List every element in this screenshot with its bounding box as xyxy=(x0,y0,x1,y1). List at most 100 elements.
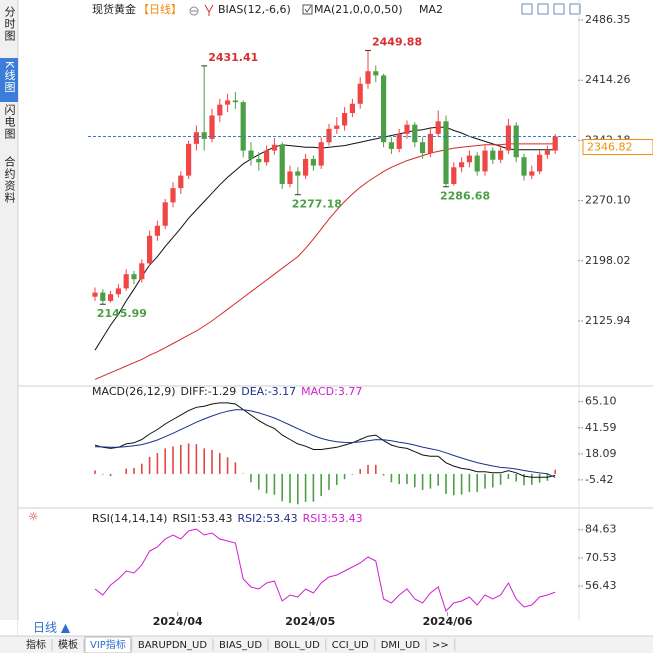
candle-body xyxy=(240,102,246,151)
bottom-tab[interactable]: 模板 xyxy=(58,638,78,651)
candle-body xyxy=(232,100,238,103)
last-price-box xyxy=(582,139,653,156)
bottom-tab[interactable]: BOLL_UD xyxy=(274,640,320,651)
bottom-tab[interactable]: BARUPDN_UD xyxy=(138,640,207,651)
candle-body xyxy=(326,128,332,143)
candle-body xyxy=(334,125,340,129)
candle-body xyxy=(537,154,543,172)
candle-body xyxy=(552,136,558,151)
symbol: 现货黄金 xyxy=(92,2,136,16)
icon[interactable] xyxy=(204,4,214,16)
indicator: BIAS(12,-6,6) xyxy=(218,3,291,16)
high-label: 2431.41 xyxy=(208,51,258,64)
indicator-header: RSI3:53.43 xyxy=(303,512,363,525)
indicator-line xyxy=(94,409,556,478)
candle-body xyxy=(412,124,418,143)
sidebar-tab[interactable]: 合约资料 xyxy=(3,155,16,204)
sidebar-tab[interactable]: 闪电图 xyxy=(3,103,16,140)
indicator-line xyxy=(94,143,556,380)
bottom-tab[interactable]: CCI_UD xyxy=(332,640,369,651)
indicator-header: DIFF:-1.29 xyxy=(181,385,237,398)
candle-body xyxy=(373,71,379,76)
candle-body xyxy=(295,171,301,176)
bottom-tab[interactable]: 指标 xyxy=(26,638,46,651)
candle-body xyxy=(131,274,137,280)
y-tick-label: -5.42 xyxy=(585,473,613,486)
bottom-tab[interactable]: VIP指标 xyxy=(90,638,126,651)
indicator-line xyxy=(94,402,556,478)
candle-body xyxy=(466,155,472,163)
period-bar xyxy=(18,620,653,636)
candle-body xyxy=(217,104,223,116)
candle-body xyxy=(108,294,114,301)
candle-body xyxy=(342,112,348,126)
window-icon[interactable] xyxy=(553,3,565,15)
candle-body xyxy=(420,142,426,154)
last-price-label: 2346.82 xyxy=(587,141,633,154)
candle-body xyxy=(490,150,496,160)
plots: 2125.942198.022270.102342.182414.262486.… xyxy=(88,13,653,628)
bottom-tab[interactable]: DMI_UD xyxy=(381,640,421,651)
settings-icon[interactable]: ☼ xyxy=(28,510,39,524)
sidebar-tab[interactable]: 分时图 xyxy=(3,6,16,42)
x-tick-label: 2024/05 xyxy=(285,615,335,628)
y-tick-label: 18.09 xyxy=(585,447,617,460)
low-label: 2286.68 xyxy=(440,190,490,203)
candle-body xyxy=(264,150,270,163)
candle-body xyxy=(459,162,465,168)
indicator-header: RSI2:53.43 xyxy=(238,512,298,525)
indicator-header: RSI1:53.43 xyxy=(172,512,232,525)
candle-body xyxy=(287,171,293,184)
sidebar-tab-active[interactable]: K线图 xyxy=(3,61,16,93)
low-label: 2145.99 xyxy=(97,307,147,320)
window-icon[interactable] xyxy=(569,3,581,15)
candle-body xyxy=(443,121,449,184)
window-icon[interactable] xyxy=(537,3,549,15)
x-tick-label: 2024/06 xyxy=(423,615,473,628)
sidebar xyxy=(0,0,18,620)
candle-body xyxy=(279,144,285,184)
candle-body xyxy=(139,263,145,280)
candle-body xyxy=(178,175,184,189)
bottom-tab[interactable]: >> xyxy=(432,640,449,651)
ma2-label: MA2 xyxy=(419,3,443,16)
candle-body xyxy=(318,142,324,166)
indicator-header: MACD:3.77 xyxy=(301,385,362,398)
indicator-header: DEA:-3.17 xyxy=(241,385,296,398)
window-icon[interactable] xyxy=(521,3,533,15)
candle-body xyxy=(193,132,199,144)
icon[interactable] xyxy=(189,6,199,16)
candle-body xyxy=(357,83,363,104)
candle-body xyxy=(248,150,254,159)
y-tick-label: 2198.02 xyxy=(585,254,631,267)
candle-body xyxy=(544,150,550,155)
y-tick-label: 2414.26 xyxy=(585,73,631,86)
candle-body xyxy=(513,125,519,158)
candle-body xyxy=(349,103,355,113)
bottom-tab[interactable]: BIAS_UD xyxy=(219,640,262,651)
candle-body xyxy=(435,121,441,134)
y-tick-label: 41.59 xyxy=(585,421,617,434)
bottom-tab-active xyxy=(84,636,132,653)
candle-body xyxy=(154,225,160,236)
y-tick-label: 84.63 xyxy=(585,523,617,536)
candle-body xyxy=(186,143,192,176)
candle-body xyxy=(381,75,387,143)
period-button[interactable]: 日线 ▲ xyxy=(33,621,71,635)
indicator-header: RSI(14,14,14) xyxy=(92,512,167,525)
candle-body xyxy=(365,71,371,84)
y-tick-label: 70.53 xyxy=(585,551,617,564)
candle-body xyxy=(427,133,433,154)
x-tick-label: 2024/04 xyxy=(153,615,203,628)
candle-body xyxy=(505,125,511,151)
y-tick-label: 65.10 xyxy=(585,395,617,408)
checkbox[interactable] xyxy=(302,4,313,15)
candle-body xyxy=(115,288,121,295)
candle-body xyxy=(147,235,153,264)
indicator-line xyxy=(94,126,556,351)
indicator-line xyxy=(94,528,556,612)
check xyxy=(304,5,312,13)
y-tick-label: 2486.35 xyxy=(585,13,631,26)
tab-bar xyxy=(0,636,653,653)
candle-body xyxy=(209,115,215,139)
